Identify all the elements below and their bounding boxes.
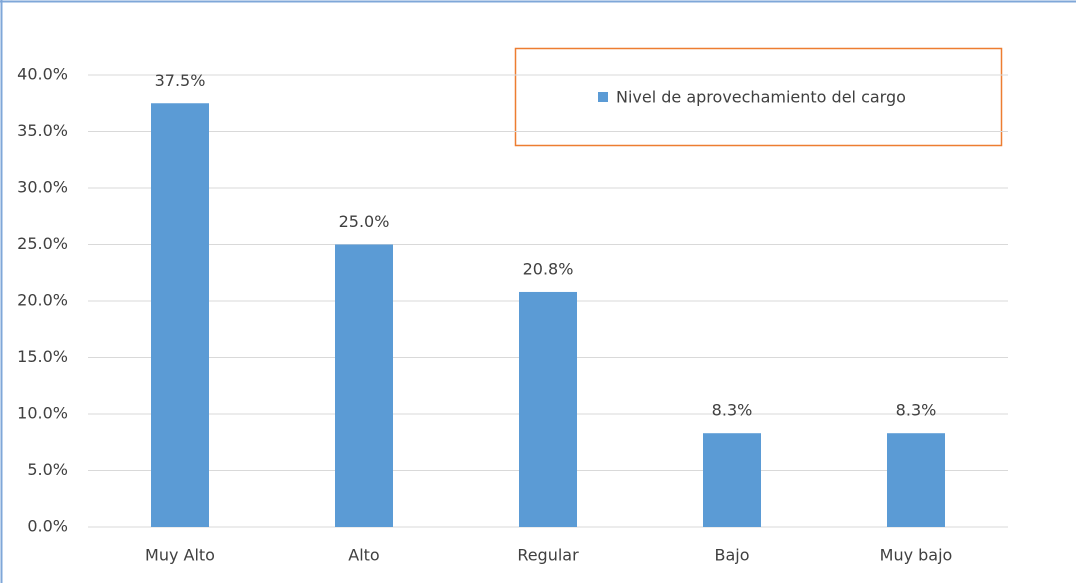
bar bbox=[703, 433, 761, 527]
bar bbox=[887, 433, 945, 527]
y-tick-label: 40.0% bbox=[17, 65, 68, 84]
x-tick-label: Regular bbox=[517, 546, 579, 565]
legend-box bbox=[514, 47, 1003, 147]
y-tick-label: 20.0% bbox=[17, 291, 68, 310]
bar bbox=[519, 291, 577, 527]
bar bbox=[151, 103, 209, 527]
y-tick-label: 10.0% bbox=[17, 404, 68, 423]
legend-swatch bbox=[598, 92, 608, 102]
x-tick-label: Muy bajo bbox=[880, 546, 953, 565]
x-tick-label: Muy Alto bbox=[145, 546, 215, 565]
y-tick-label: 15.0% bbox=[17, 347, 68, 366]
x-tick-label: Alto bbox=[348, 546, 379, 565]
value-label: 8.3% bbox=[712, 401, 753, 420]
y-tick-label: 30.0% bbox=[17, 178, 68, 197]
value-label: 8.3% bbox=[896, 401, 937, 420]
y-tick-label: 25.0% bbox=[17, 234, 68, 253]
legend-label: Nivel de aprovechamiento del cargo bbox=[616, 88, 906, 107]
x-tick-label: Bajo bbox=[714, 546, 749, 565]
value-label: 25.0% bbox=[339, 212, 390, 231]
y-tick-label: 35.0% bbox=[17, 121, 68, 140]
bar bbox=[335, 244, 393, 527]
value-label: 20.8% bbox=[523, 259, 574, 278]
y-tick-label: 5.0% bbox=[27, 460, 68, 479]
y-tick-label: 0.0% bbox=[27, 517, 68, 536]
value-label: 37.5% bbox=[155, 71, 206, 90]
